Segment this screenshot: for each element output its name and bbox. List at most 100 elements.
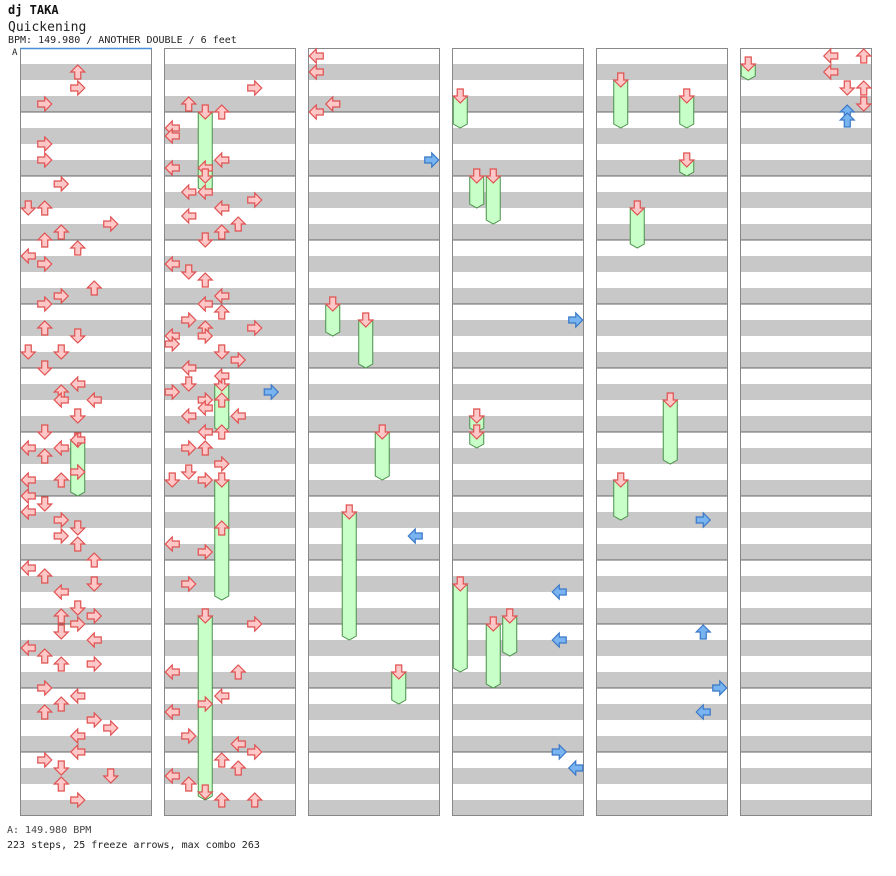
step-arrow	[37, 95, 53, 113]
freeze-head-arrow	[373, 424, 391, 440]
step-arrow	[229, 216, 247, 232]
step-arrow	[213, 752, 231, 768]
beat-stripe	[164, 416, 296, 432]
freeze-head-arrow	[213, 472, 231, 488]
beat-stripe	[452, 320, 584, 336]
freeze-head-arrow	[484, 616, 502, 632]
step-arrow	[20, 503, 36, 521]
step-arrow	[180, 376, 198, 392]
beat-stripe	[164, 192, 296, 208]
footer-stats: 223 steps, 25 freeze arrows, max combo 2…	[7, 840, 260, 851]
beat-stripe	[20, 224, 152, 240]
shock-arrow	[551, 743, 568, 761]
step-arrow	[52, 776, 70, 792]
step-arrow	[36, 232, 54, 248]
step-arrow	[230, 407, 246, 425]
beat-stripe	[164, 64, 296, 80]
beat-stripe	[452, 640, 584, 656]
beat-stripe	[20, 128, 152, 144]
step-arrow	[69, 431, 86, 449]
beat-stripe	[308, 576, 440, 592]
beat-stripe	[164, 576, 296, 592]
step-arrow	[181, 439, 197, 457]
step-arrow	[69, 600, 87, 616]
beat-stripe	[308, 96, 440, 112]
shock-arrow	[551, 631, 567, 649]
beat-stripe	[20, 192, 152, 208]
step-arrow	[53, 527, 70, 545]
step-arrow	[36, 200, 54, 216]
beat-stripe	[308, 384, 440, 400]
beat-stripe	[164, 96, 296, 112]
song-title: Quickening	[8, 20, 87, 35]
freeze-head-arrow	[739, 56, 757, 72]
beat-stripe	[308, 768, 440, 784]
shock-arrow	[567, 759, 584, 777]
step-arrow	[70, 791, 86, 809]
beat-stripe	[596, 544, 728, 560]
beat-stripe	[740, 576, 872, 592]
step-arrow	[52, 608, 70, 624]
step-arrow	[86, 655, 103, 673]
step-arrow	[247, 743, 263, 761]
beat-stripe	[308, 544, 440, 560]
freeze-head-arrow	[451, 576, 469, 592]
shock-arrow	[695, 511, 712, 529]
freeze-head-arrow	[484, 168, 502, 184]
shock-arrow	[838, 112, 856, 128]
beat-stripe	[596, 160, 728, 176]
beat-stripe	[20, 672, 152, 688]
freeze-arrow	[452, 583, 468, 673]
step-arrow	[308, 63, 324, 81]
beat-stripe	[452, 544, 584, 560]
beat-stripe	[596, 352, 728, 368]
beat-stripe	[596, 96, 728, 112]
beat-stripe	[452, 576, 584, 592]
step-arrow	[230, 735, 246, 753]
step-arrow	[197, 399, 213, 417]
step-arrow	[180, 359, 197, 377]
step-arrow	[37, 751, 53, 769]
beat-stripe	[740, 256, 872, 272]
beat-stripe	[740, 704, 872, 720]
step-arrow	[197, 695, 214, 713]
column-border	[596, 48, 728, 816]
step-arrow	[230, 351, 247, 369]
step-arrow	[855, 48, 873, 64]
beat-stripe	[164, 544, 296, 560]
beat-stripe	[20, 640, 152, 656]
beat-stripe	[164, 320, 296, 336]
freeze-head-arrow	[612, 72, 630, 88]
step-arrow	[196, 272, 214, 288]
beat-stripe	[596, 192, 728, 208]
beat-stripe	[596, 736, 728, 752]
step-arrow	[102, 768, 120, 784]
shock-arrow	[424, 151, 440, 169]
shock-arrow	[694, 624, 712, 640]
step-arrow	[164, 767, 180, 785]
beat-stripe	[164, 256, 296, 272]
step-arrow	[19, 200, 37, 216]
beat-stripe	[596, 768, 728, 784]
beat-stripe	[164, 288, 296, 304]
step-arrow	[196, 784, 214, 800]
step-arrow	[69, 687, 86, 705]
beat-stripe	[308, 352, 440, 368]
freeze-head-arrow	[678, 88, 696, 104]
beat-stripe	[452, 704, 584, 720]
shock-arrow	[551, 583, 567, 601]
freeze-arrow	[341, 511, 357, 641]
beat-stripe	[20, 288, 152, 304]
step-arrow	[36, 704, 54, 720]
beat-stripe	[164, 224, 296, 240]
shock-arrow	[263, 383, 280, 401]
step-arrow	[197, 423, 213, 441]
beat-stripe	[596, 320, 728, 336]
freeze-head-arrow	[612, 472, 630, 488]
freeze-head-arrow	[340, 504, 358, 520]
step-arrow	[36, 320, 54, 336]
step-arrow	[180, 183, 197, 201]
step-arrow	[180, 407, 197, 425]
beat-stripe	[164, 448, 296, 464]
beat-stripe	[596, 672, 728, 688]
